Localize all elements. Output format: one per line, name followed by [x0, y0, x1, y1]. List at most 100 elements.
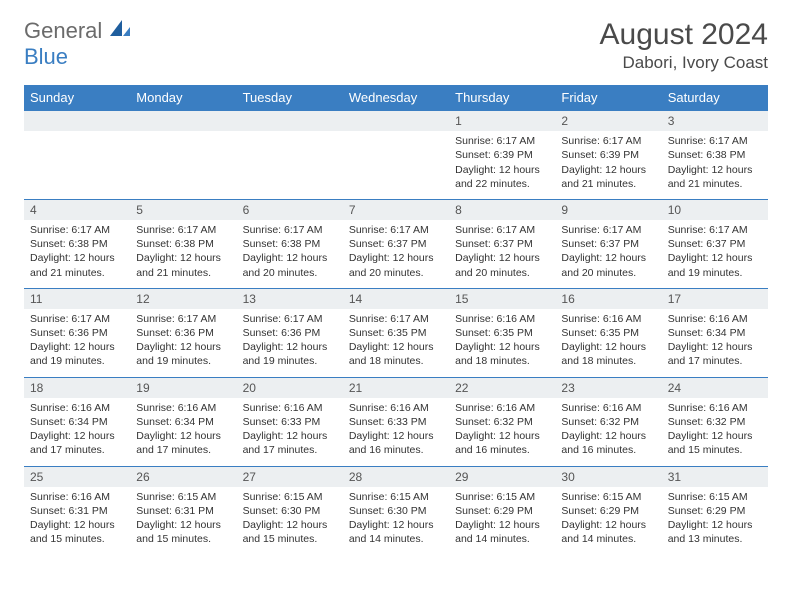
- day-number: 22: [449, 378, 555, 398]
- day-details: Sunrise: 6:17 AMSunset: 6:37 PMDaylight:…: [662, 220, 768, 288]
- weekday-header-row: Sunday Monday Tuesday Wednesday Thursday…: [24, 85, 768, 111]
- day-number: 28: [343, 467, 449, 487]
- calendar-table: Sunday Monday Tuesday Wednesday Thursday…: [24, 85, 768, 554]
- weekday-header: Tuesday: [237, 85, 343, 111]
- logo-text-blue: Blue: [24, 44, 68, 69]
- day-details: Sunrise: 6:17 AMSunset: 6:37 PMDaylight:…: [449, 220, 555, 288]
- day-details: Sunrise: 6:17 AMSunset: 6:36 PMDaylight:…: [237, 309, 343, 377]
- day-number: 31: [662, 467, 768, 487]
- weekday-header: Sunday: [24, 85, 130, 111]
- day-number: 11: [24, 289, 130, 309]
- day-number: 21: [343, 378, 449, 398]
- day-details: [130, 131, 236, 185]
- calendar-day-cell: 7Sunrise: 6:17 AMSunset: 6:37 PMDaylight…: [343, 199, 449, 288]
- day-number: [237, 111, 343, 131]
- day-details: Sunrise: 6:17 AMSunset: 6:38 PMDaylight:…: [662, 131, 768, 199]
- day-details: Sunrise: 6:15 AMSunset: 6:30 PMDaylight:…: [237, 487, 343, 555]
- day-number: 4: [24, 200, 130, 220]
- day-details: Sunrise: 6:15 AMSunset: 6:29 PMDaylight:…: [662, 487, 768, 555]
- day-number: 7: [343, 200, 449, 220]
- calendar-day-cell: [237, 111, 343, 200]
- day-number: 18: [24, 378, 130, 398]
- calendar-day-cell: 26Sunrise: 6:15 AMSunset: 6:31 PMDayligh…: [130, 466, 236, 554]
- calendar-week-row: 18Sunrise: 6:16 AMSunset: 6:34 PMDayligh…: [24, 377, 768, 466]
- weekday-header: Thursday: [449, 85, 555, 111]
- calendar-week-row: 4Sunrise: 6:17 AMSunset: 6:38 PMDaylight…: [24, 199, 768, 288]
- calendar-day-cell: 29Sunrise: 6:15 AMSunset: 6:29 PMDayligh…: [449, 466, 555, 554]
- day-details: [343, 131, 449, 185]
- weekday-header: Friday: [555, 85, 661, 111]
- calendar-day-cell: 19Sunrise: 6:16 AMSunset: 6:34 PMDayligh…: [130, 377, 236, 466]
- calendar-day-cell: 5Sunrise: 6:17 AMSunset: 6:38 PMDaylight…: [130, 199, 236, 288]
- calendar-day-cell: 12Sunrise: 6:17 AMSunset: 6:36 PMDayligh…: [130, 288, 236, 377]
- day-details: Sunrise: 6:16 AMSunset: 6:32 PMDaylight:…: [662, 398, 768, 466]
- calendar-day-cell: 28Sunrise: 6:15 AMSunset: 6:30 PMDayligh…: [343, 466, 449, 554]
- day-number: 23: [555, 378, 661, 398]
- day-number: 1: [449, 111, 555, 131]
- day-number: 14: [343, 289, 449, 309]
- calendar-day-cell: 9Sunrise: 6:17 AMSunset: 6:37 PMDaylight…: [555, 199, 661, 288]
- day-number: 30: [555, 467, 661, 487]
- calendar-day-cell: 18Sunrise: 6:16 AMSunset: 6:34 PMDayligh…: [24, 377, 130, 466]
- calendar-day-cell: 22Sunrise: 6:16 AMSunset: 6:32 PMDayligh…: [449, 377, 555, 466]
- calendar-day-cell: 3Sunrise: 6:17 AMSunset: 6:38 PMDaylight…: [662, 111, 768, 200]
- day-details: Sunrise: 6:17 AMSunset: 6:39 PMDaylight:…: [449, 131, 555, 199]
- calendar-day-cell: [343, 111, 449, 200]
- day-number: 24: [662, 378, 768, 398]
- day-number: 13: [237, 289, 343, 309]
- day-number: 6: [237, 200, 343, 220]
- calendar-day-cell: 24Sunrise: 6:16 AMSunset: 6:32 PMDayligh…: [662, 377, 768, 466]
- day-details: Sunrise: 6:16 AMSunset: 6:32 PMDaylight:…: [449, 398, 555, 466]
- day-details: Sunrise: 6:15 AMSunset: 6:29 PMDaylight:…: [555, 487, 661, 555]
- day-details: Sunrise: 6:16 AMSunset: 6:34 PMDaylight:…: [662, 309, 768, 377]
- day-details: [237, 131, 343, 185]
- day-details: Sunrise: 6:16 AMSunset: 6:34 PMDaylight:…: [24, 398, 130, 466]
- title-block: August 2024 Dabori, Ivory Coast: [600, 18, 768, 73]
- day-details: Sunrise: 6:17 AMSunset: 6:37 PMDaylight:…: [555, 220, 661, 288]
- header: General Blue August 2024 Dabori, Ivory C…: [24, 18, 768, 73]
- day-details: Sunrise: 6:16 AMSunset: 6:31 PMDaylight:…: [24, 487, 130, 555]
- calendar-day-cell: 14Sunrise: 6:17 AMSunset: 6:35 PMDayligh…: [343, 288, 449, 377]
- calendar-day-cell: 10Sunrise: 6:17 AMSunset: 6:37 PMDayligh…: [662, 199, 768, 288]
- day-details: Sunrise: 6:16 AMSunset: 6:34 PMDaylight:…: [130, 398, 236, 466]
- calendar-day-cell: 17Sunrise: 6:16 AMSunset: 6:34 PMDayligh…: [662, 288, 768, 377]
- day-number: 5: [130, 200, 236, 220]
- calendar-day-cell: [24, 111, 130, 200]
- day-details: Sunrise: 6:17 AMSunset: 6:38 PMDaylight:…: [130, 220, 236, 288]
- day-number: 10: [662, 200, 768, 220]
- day-number: 19: [130, 378, 236, 398]
- day-number: 3: [662, 111, 768, 131]
- day-number: 26: [130, 467, 236, 487]
- calendar-week-row: 11 Sunrise: 6:17 AMSunset: 6:36 PMDayligh…: [24, 288, 768, 377]
- day-number: 16: [555, 289, 661, 309]
- day-number: 2: [555, 111, 661, 131]
- calendar-day-cell: 11Sunrise: 6:17 AMSunset: 6:36 PMDayligh…: [24, 288, 130, 377]
- calendar-day-cell: 16Sunrise: 6:16 AMSunset: 6:35 PMDayligh…: [555, 288, 661, 377]
- day-details: Sunrise: 6:17 AMSunset: 6:38 PMDaylight:…: [24, 220, 130, 288]
- day-details: [24, 131, 130, 185]
- day-number: 8: [449, 200, 555, 220]
- day-number: [130, 111, 236, 131]
- day-details: Sunrise: 6:17 AMSunset: 6:35 PMDaylight:…: [343, 309, 449, 377]
- day-details: Sunrise: 6:16 AMSunset: 6:32 PMDaylight:…: [555, 398, 661, 466]
- day-details: Sunrise: 6:17 AMSunset: 6:38 PMDaylight:…: [237, 220, 343, 288]
- day-number: 25: [24, 467, 130, 487]
- calendar-page: General Blue August 2024 Dabori, Ivory C…: [0, 0, 792, 566]
- day-number: 29: [449, 467, 555, 487]
- calendar-day-cell: 1Sunrise: 6:17 AMSunset: 6:39 PMDaylight…: [449, 111, 555, 200]
- calendar-day-cell: 23Sunrise: 6:16 AMSunset: 6:32 PMDayligh…: [555, 377, 661, 466]
- calendar-day-cell: 4Sunrise: 6:17 AMSunset: 6:38 PMDaylight…: [24, 199, 130, 288]
- weekday-header: Wednesday: [343, 85, 449, 111]
- logo: General Blue: [24, 18, 130, 70]
- calendar-week-row: 25Sunrise: 6:16 AMSunset: 6:31 PMDayligh…: [24, 466, 768, 554]
- location: Dabori, Ivory Coast: [600, 53, 768, 73]
- day-details: Sunrise: 6:16 AMSunset: 6:33 PMDaylight:…: [237, 398, 343, 466]
- calendar-day-cell: [130, 111, 236, 200]
- day-details: Sunrise: 6:16 AMSunset: 6:35 PMDaylight:…: [449, 309, 555, 377]
- calendar-day-cell: 31Sunrise: 6:15 AMSunset: 6:29 PMDayligh…: [662, 466, 768, 554]
- calendar-week-row: 1Sunrise: 6:17 AMSunset: 6:39 PMDaylight…: [24, 111, 768, 200]
- day-details: Sunrise: 6:16 AMSunset: 6:35 PMDaylight:…: [555, 309, 661, 377]
- day-number: 9: [555, 200, 661, 220]
- weekday-header: Monday: [130, 85, 236, 111]
- calendar-day-cell: 13Sunrise: 6:17 AMSunset: 6:36 PMDayligh…: [237, 288, 343, 377]
